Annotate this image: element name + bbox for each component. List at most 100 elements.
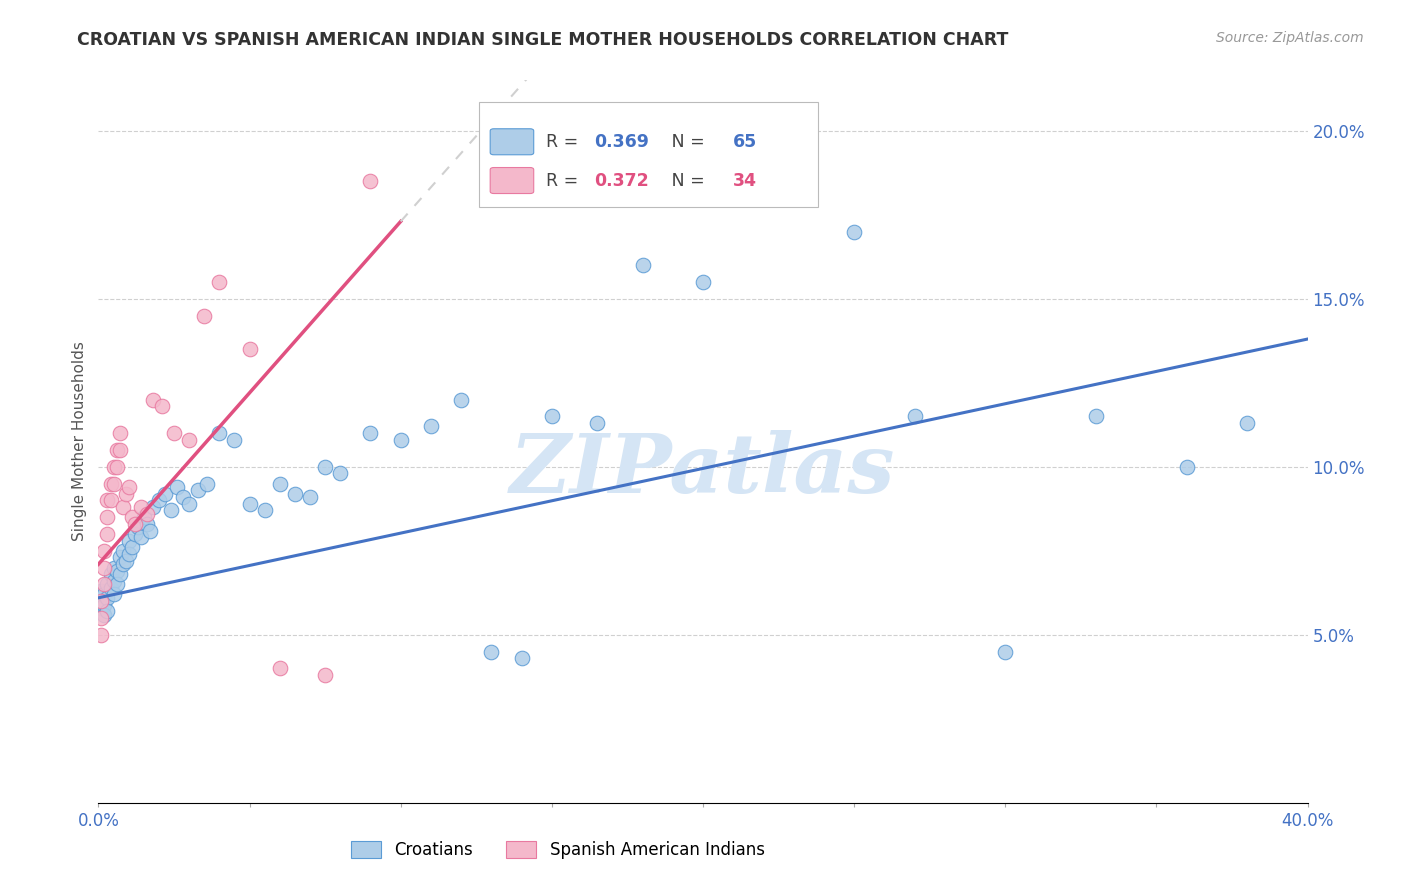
Point (172, 490, 194, 504)
Point (239, 342, 262, 356)
Legend: Croatians, Spanish American Indians: Croatians, Spanish American Indians (352, 841, 765, 860)
Point (93, 607, 115, 622)
Point (96, 591, 118, 605)
Point (111, 543, 134, 558)
Point (142, 392, 165, 407)
Point (269, 661, 291, 675)
Point (481, 644, 503, 658)
Point (108, 442, 131, 457)
Point (148, 493, 170, 508)
Point (105, 442, 128, 457)
Point (90, 611, 112, 625)
Point (193, 309, 215, 323)
Y-axis label: Single Mother Households: Single Mother Households (72, 342, 87, 541)
Point (124, 527, 146, 541)
Point (90, 600, 112, 615)
Point (208, 426, 231, 441)
Point (93, 598, 115, 612)
Point (103, 587, 125, 601)
Point (90, 594, 112, 608)
Point (150, 399, 173, 413)
Point (105, 459, 128, 474)
Point (692, 275, 714, 289)
Point (994, 644, 1017, 658)
Point (96, 527, 118, 541)
Point (108, 550, 131, 565)
Point (103, 459, 125, 474)
Point (90, 628, 112, 642)
Point (163, 426, 186, 441)
Text: 34: 34 (734, 171, 758, 189)
Point (389, 433, 412, 447)
Point (329, 467, 352, 481)
Point (314, 668, 336, 682)
Text: 0.372: 0.372 (595, 171, 650, 189)
Point (631, 258, 654, 272)
Point (142, 500, 165, 514)
Text: R =: R = (546, 133, 583, 151)
Text: R =: R = (546, 171, 583, 189)
Point (1236, 416, 1258, 430)
FancyBboxPatch shape (479, 102, 818, 207)
Point (195, 476, 218, 491)
Point (284, 486, 307, 500)
Point (450, 392, 472, 407)
Text: CROATIAN VS SPANISH AMERICAN INDIAN SINGLE MOTHER HOUSEHOLDS CORRELATION CHART: CROATIAN VS SPANISH AMERICAN INDIAN SING… (77, 31, 1008, 49)
Point (114, 486, 136, 500)
Point (160, 503, 183, 517)
Point (752, 157, 775, 171)
Point (166, 480, 188, 494)
Point (187, 483, 209, 498)
Point (1175, 459, 1198, 474)
Point (96, 510, 118, 524)
Point (93, 543, 115, 558)
Point (844, 225, 866, 239)
Point (127, 520, 149, 534)
Text: N =: N = (655, 171, 710, 189)
Point (103, 574, 125, 588)
Point (510, 651, 533, 665)
Point (96, 493, 118, 508)
Text: 65: 65 (734, 133, 758, 151)
Text: 0.369: 0.369 (595, 133, 650, 151)
Point (90, 594, 112, 608)
Point (135, 507, 157, 521)
Point (420, 419, 443, 434)
Point (540, 409, 562, 424)
Point (111, 558, 134, 572)
Point (904, 409, 927, 424)
Text: N =: N = (655, 133, 710, 151)
Point (100, 493, 122, 508)
Point (314, 459, 336, 474)
Point (111, 500, 134, 514)
Point (93, 560, 115, 574)
Point (118, 480, 141, 494)
Point (129, 500, 152, 514)
Point (100, 476, 122, 491)
Point (360, 426, 382, 441)
Point (239, 497, 262, 511)
Point (118, 547, 141, 561)
Point (105, 564, 128, 578)
Point (253, 503, 276, 517)
Point (124, 516, 146, 531)
Point (179, 433, 201, 447)
Point (90, 584, 112, 599)
Text: Source: ZipAtlas.com: Source: ZipAtlas.com (1216, 31, 1364, 45)
Point (208, 275, 231, 289)
Point (269, 476, 291, 491)
Point (103, 560, 125, 574)
Point (299, 490, 322, 504)
Point (135, 516, 157, 531)
Point (153, 486, 176, 500)
Point (108, 567, 131, 582)
Point (121, 541, 143, 555)
Point (105, 577, 128, 591)
Point (96, 604, 118, 618)
Point (114, 554, 136, 568)
Point (224, 433, 246, 447)
Point (1085, 409, 1108, 424)
Point (100, 567, 122, 582)
FancyBboxPatch shape (491, 128, 534, 155)
Text: ZIPatlas: ZIPatlas (510, 431, 896, 510)
